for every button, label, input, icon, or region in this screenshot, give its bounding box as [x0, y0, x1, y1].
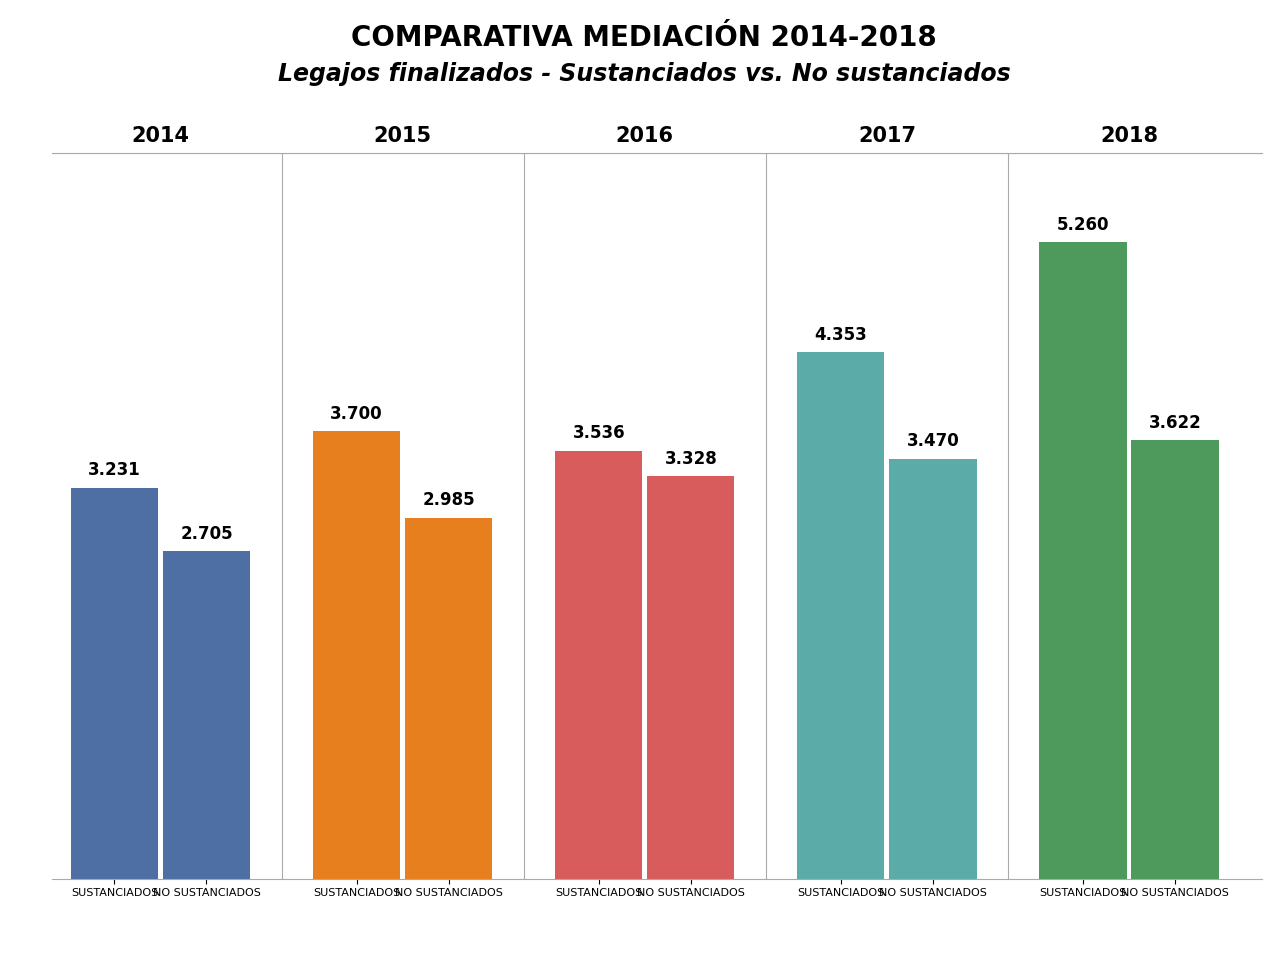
Text: Legajos finalizados - Sustanciados vs. No sustanciados: Legajos finalizados - Sustanciados vs. N… — [278, 62, 1010, 86]
Text: 5.260: 5.260 — [1056, 216, 1109, 234]
Bar — [1131, 440, 1218, 879]
Text: 2.985: 2.985 — [422, 491, 475, 509]
Text: 3.622: 3.622 — [1149, 414, 1202, 432]
Bar — [313, 431, 401, 879]
Bar — [1039, 243, 1127, 879]
Bar — [71, 488, 158, 879]
Text: 3.700: 3.700 — [330, 405, 383, 422]
Bar — [404, 518, 492, 879]
Text: 4.353: 4.353 — [814, 326, 867, 344]
Text: COMPARATIVA MEDIACIÓN 2014-2018: COMPARATIVA MEDIACIÓN 2014-2018 — [352, 24, 936, 52]
Bar — [889, 458, 976, 879]
Text: 2018: 2018 — [1100, 125, 1158, 145]
Bar — [162, 551, 250, 879]
Text: 3.470: 3.470 — [907, 433, 960, 451]
Text: 2017: 2017 — [858, 125, 916, 145]
Text: 3.328: 3.328 — [665, 450, 717, 468]
Bar — [647, 476, 734, 879]
Text: 3.231: 3.231 — [88, 461, 140, 479]
Text: 2016: 2016 — [616, 125, 674, 145]
Bar — [797, 352, 885, 879]
Bar — [555, 451, 643, 879]
Text: 3.536: 3.536 — [572, 424, 625, 442]
Text: 2015: 2015 — [374, 125, 431, 145]
Text: 2014: 2014 — [131, 125, 189, 145]
Text: 2.705: 2.705 — [180, 525, 233, 542]
